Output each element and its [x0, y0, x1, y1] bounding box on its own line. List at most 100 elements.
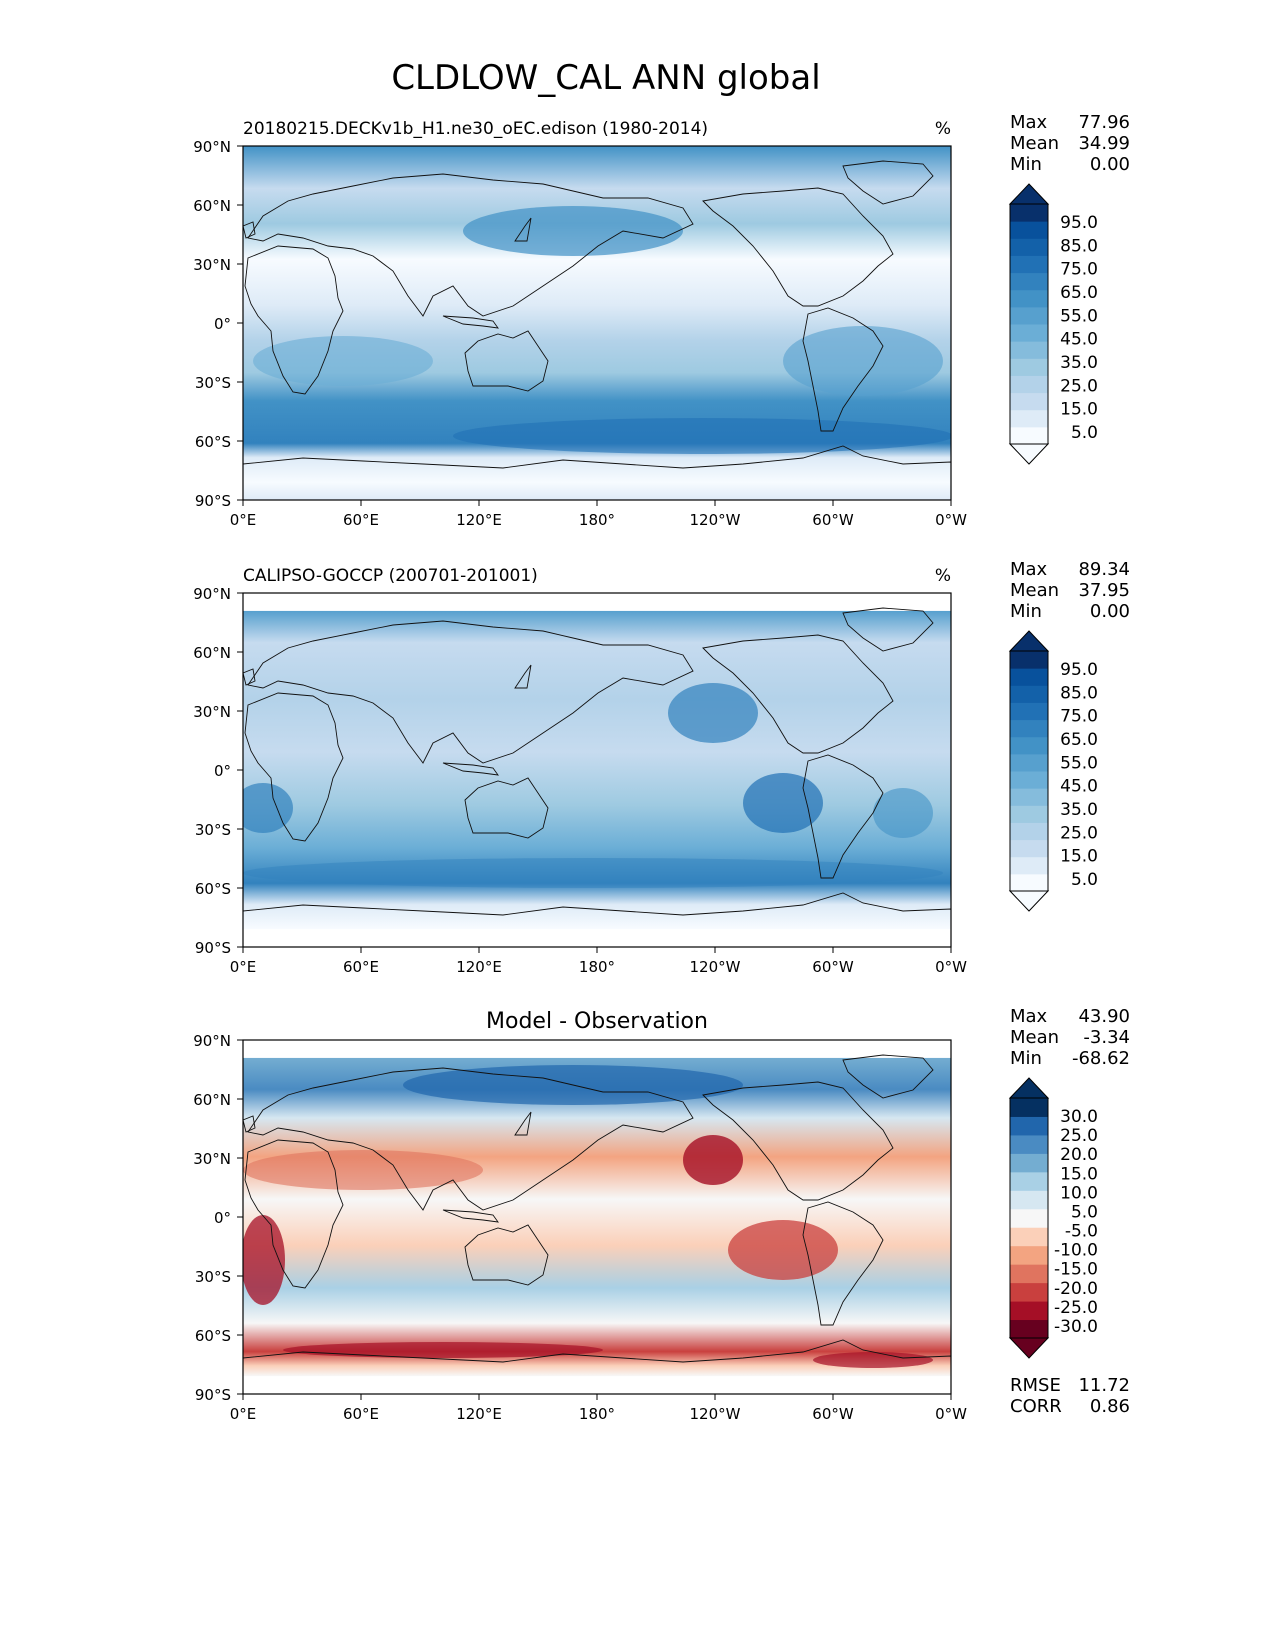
- panel-model: 20180215.DECKv1b_H1.ne30_oEC.edison (198…: [193, 112, 1130, 529]
- colorbar-frame: [1009, 1097, 1049, 1339]
- colorbar-segment: [1010, 341, 1048, 359]
- field-blob: [873, 788, 933, 838]
- colorbar-tick-label: 20.0: [1060, 1145, 1098, 1165]
- colorbar-tick-label: 95.0: [1060, 660, 1098, 680]
- colorbar-segment: [1010, 1098, 1048, 1117]
- colorbar-tick-label: 55.0: [1060, 306, 1098, 326]
- colorbar: 95.0 85.0 75.0 65.0 55.0 45.0 35.0 25.0 15.0 5.0: [1008, 630, 1098, 912]
- field-blob: [243, 858, 943, 888]
- colorbar-extend-max: [1008, 630, 1050, 652]
- lon-tick-label: 120°W: [690, 1405, 741, 1423]
- field-blob: [453, 418, 951, 454]
- stat-value: 43.90: [1078, 1006, 1130, 1027]
- stat-label: Min: [1010, 1048, 1042, 1069]
- lon-tick-label: 120°E: [456, 511, 502, 529]
- colorbar-segment: [1010, 1264, 1048, 1284]
- colorbar-segment: [1010, 856, 1048, 875]
- stat-value: 34.99: [1078, 133, 1130, 154]
- lat-tick-label: 0°: [214, 315, 231, 333]
- colorbar-segment: [1010, 736, 1048, 755]
- lat-tick-label: 60°N: [193, 644, 231, 662]
- colorbar-segment: [1010, 289, 1048, 308]
- colorbar-segment: [1010, 1190, 1048, 1210]
- lat-tick-label: 90°S: [195, 939, 231, 957]
- colorbar-tick-label: 45.0: [1060, 777, 1098, 797]
- stat-label: Max: [1010, 1006, 1048, 1027]
- lat-tick-label: 60°N: [193, 1091, 231, 1109]
- stat-label: Max: [1010, 559, 1048, 580]
- colorbar-segment: [1010, 426, 1048, 445]
- lon-tick-label: 0°W: [935, 511, 967, 529]
- stat-value: 0.00: [1090, 601, 1130, 622]
- colorbar-tick-label: 15.0: [1060, 400, 1098, 420]
- colorbar-tick-label: 35.0: [1060, 353, 1098, 373]
- lon-tick-label: 60°E: [343, 958, 379, 976]
- colorbar-segment: [1010, 839, 1048, 858]
- colorbar-segment: [1010, 1227, 1048, 1247]
- colorbar-segment: [1010, 1153, 1048, 1173]
- stat-value: 37.95: [1078, 580, 1130, 601]
- colorbar-segment: [1010, 702, 1048, 721]
- stat-label: Mean: [1010, 580, 1059, 601]
- lat-tick-label: 60°S: [195, 1327, 231, 1345]
- lon-tick-label: 60°W: [812, 511, 854, 529]
- lat-tick-label: 60°S: [195, 880, 231, 898]
- colorbar-extend-min: [1008, 890, 1050, 912]
- colorbar-segment: [1010, 358, 1048, 376]
- field-blob: [463, 206, 683, 256]
- colorbar-frame: [1009, 203, 1049, 445]
- lon-tick-label: 180°: [579, 511, 615, 529]
- colorbar-tick-label: 95.0: [1060, 213, 1098, 233]
- panel-title: CALIPSO-GOCCP (200701-201001): [243, 566, 538, 586]
- stat-value: 0.00: [1090, 154, 1130, 175]
- units-label: %: [935, 119, 951, 139]
- field-blob: [728, 1220, 838, 1280]
- footer-stat-value: 0.86: [1090, 1396, 1130, 1417]
- lat-tick-label: 30°S: [195, 821, 231, 839]
- colorbar-extend-max: [1008, 1077, 1050, 1099]
- colorbar-segment: [1010, 306, 1048, 325]
- colorbar-tick-label: 75.0: [1060, 707, 1098, 727]
- stat-value: -3.34: [1083, 1027, 1130, 1048]
- lat-tick-label: 30°N: [193, 1150, 231, 1168]
- field-blob: [813, 1352, 933, 1368]
- lat-tick-label: 90°S: [195, 492, 231, 510]
- colorbar: 30.025.020.015.010.05.0-5.0-10.0-15.0-20…: [1008, 1077, 1098, 1359]
- lat-tick-label: 90°S: [195, 1386, 231, 1404]
- colorbar-segment: [1010, 685, 1048, 703]
- colorbar-tick-label: -20.0: [1054, 1279, 1098, 1299]
- lon-tick-label: 120°W: [690, 958, 741, 976]
- footer-stat-label: CORR: [1010, 1396, 1062, 1417]
- colorbar-tick-label: 65.0: [1060, 283, 1098, 303]
- field-blob: [243, 783, 293, 833]
- lat-tick-label: 0°: [214, 762, 231, 780]
- lat-tick-label: 30°N: [193, 703, 231, 721]
- colorbar-tick-label: -30.0: [1054, 1317, 1098, 1337]
- lon-tick-label: 0°W: [935, 1405, 967, 1423]
- colorbar-tick-label: 55.0: [1060, 753, 1098, 773]
- stat-label: Mean: [1010, 133, 1059, 154]
- stat-value: 77.96: [1078, 112, 1130, 133]
- lon-tick-label: 60°W: [812, 958, 854, 976]
- colorbar-segment: [1010, 771, 1048, 789]
- panel-title: Model - Observation: [486, 1009, 708, 1034]
- lon-tick-label: 120°E: [456, 1405, 502, 1423]
- colorbar-extend-min: [1008, 443, 1050, 465]
- lon-tick-label: 0°W: [935, 958, 967, 976]
- lat-tick-label: 30°S: [195, 374, 231, 392]
- panel-title: 20180215.DECKv1b_H1.ne30_oEC.edison (198…: [243, 119, 708, 139]
- lon-tick-label: 0°E: [230, 958, 257, 976]
- lat-tick-label: 90°N: [193, 1032, 231, 1050]
- lon-tick-label: 120°W: [690, 511, 741, 529]
- colorbar-tick-label: 5.0: [1071, 870, 1098, 890]
- colorbar-segment: [1010, 204, 1048, 222]
- colorbar-tick-label: 65.0: [1060, 730, 1098, 750]
- field-blob: [243, 1215, 285, 1305]
- lon-tick-label: 0°E: [230, 1405, 257, 1423]
- lon-tick-label: 180°: [579, 958, 615, 976]
- colorbar-tick-label: 25.0: [1060, 376, 1098, 396]
- stat-label: Max: [1010, 112, 1048, 133]
- lat-tick-label: 60°N: [193, 197, 231, 215]
- colorbar-segment: [1010, 753, 1048, 772]
